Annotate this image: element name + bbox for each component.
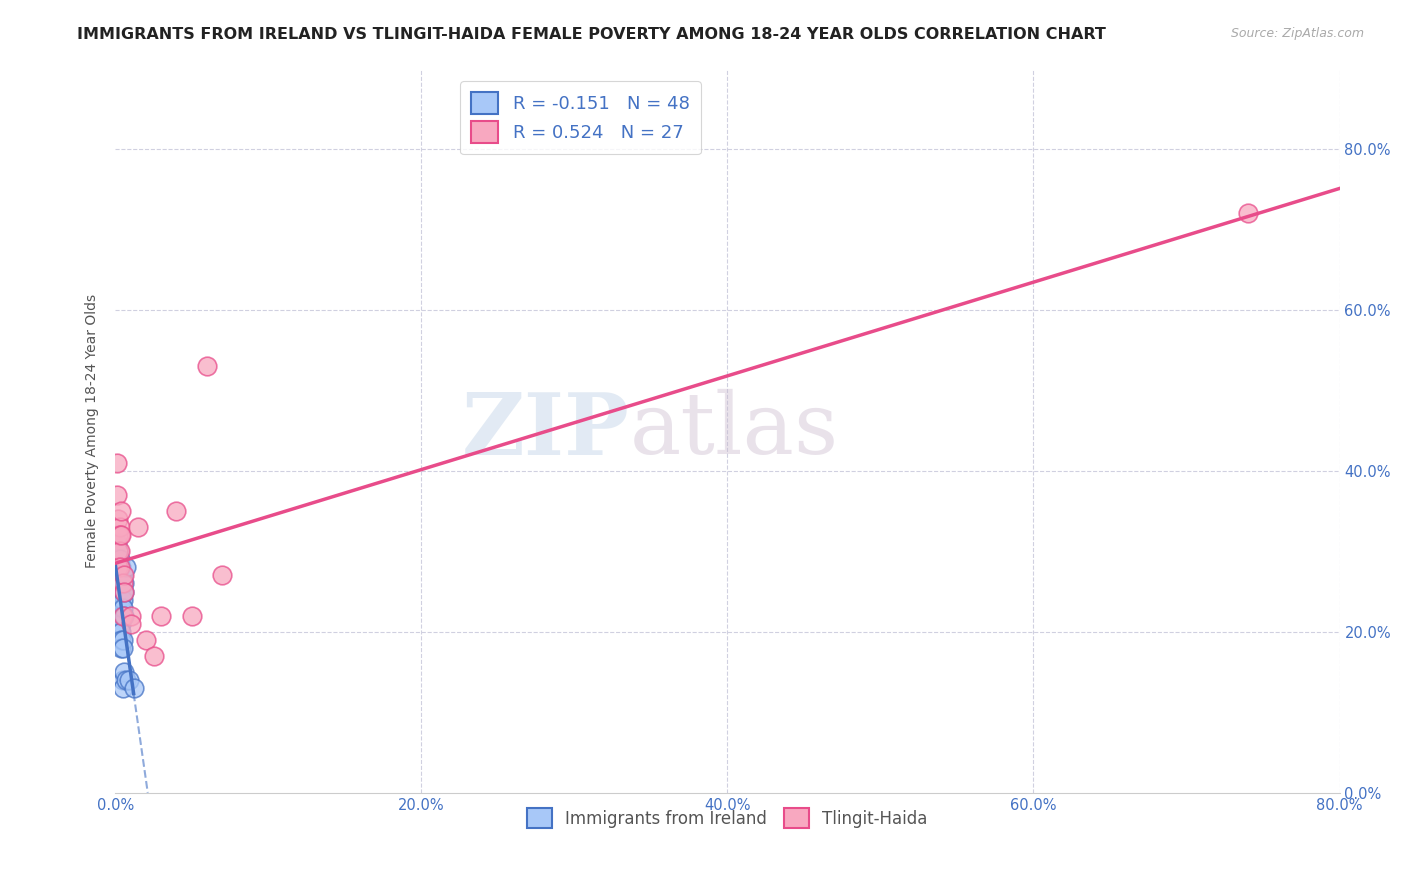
- Point: [105, 552, 128, 566]
- Point: [107, 592, 129, 607]
- Point: [110, 528, 132, 542]
- Y-axis label: Female Poverty Among 18-24 Year Olds: Female Poverty Among 18-24 Year Olds: [86, 293, 100, 567]
- Point: [107, 512, 129, 526]
- Point: [110, 504, 132, 518]
- Point: [108, 528, 131, 542]
- Point: [111, 673, 134, 687]
- Point: [107, 584, 129, 599]
- Text: atlas: atlas: [630, 389, 838, 472]
- Point: [107, 544, 129, 558]
- Point: [108, 520, 131, 534]
- Point: [108, 584, 131, 599]
- Point: [1236, 206, 1258, 220]
- Point: [114, 576, 136, 591]
- Point: [108, 560, 131, 574]
- Point: [110, 584, 132, 599]
- Point: [120, 616, 142, 631]
- Text: Source: ZipAtlas.com: Source: ZipAtlas.com: [1230, 27, 1364, 40]
- Point: [111, 632, 134, 647]
- Point: [111, 600, 134, 615]
- Point: [110, 568, 132, 582]
- Point: [107, 544, 129, 558]
- Point: [110, 632, 132, 647]
- Legend: Immigrants from Ireland, Tlingit-Haida: Immigrants from Ireland, Tlingit-Haida: [520, 801, 935, 835]
- Point: [108, 600, 131, 615]
- Point: [211, 568, 233, 582]
- Point: [105, 456, 128, 470]
- Point: [135, 632, 157, 647]
- Point: [110, 624, 132, 639]
- Point: [118, 673, 141, 687]
- Point: [114, 608, 136, 623]
- Point: [114, 665, 136, 679]
- Point: [111, 576, 134, 591]
- Point: [110, 560, 132, 574]
- Point: [108, 552, 131, 566]
- Point: [105, 488, 128, 502]
- Point: [108, 616, 131, 631]
- Point: [110, 576, 132, 591]
- Point: [105, 584, 128, 599]
- Point: [127, 520, 149, 534]
- Point: [180, 608, 202, 623]
- Point: [108, 608, 131, 623]
- Text: IMMIGRANTS FROM IRELAND VS TLINGIT-HAIDA FEMALE POVERTY AMONG 18-24 YEAR OLDS CO: IMMIGRANTS FROM IRELAND VS TLINGIT-HAIDA…: [77, 27, 1107, 42]
- Point: [111, 640, 134, 655]
- Point: [115, 560, 138, 574]
- Point: [107, 560, 129, 574]
- Point: [107, 528, 129, 542]
- Point: [110, 608, 132, 623]
- Point: [108, 592, 131, 607]
- Point: [115, 673, 138, 687]
- Point: [107, 560, 129, 574]
- Point: [108, 544, 131, 558]
- Point: [166, 504, 188, 518]
- Point: [111, 584, 134, 599]
- Point: [111, 681, 134, 695]
- Point: [120, 608, 142, 623]
- Point: [107, 600, 129, 615]
- Point: [111, 608, 134, 623]
- Point: [122, 681, 145, 695]
- Point: [105, 568, 128, 582]
- Point: [108, 576, 131, 591]
- Point: [107, 576, 129, 591]
- Point: [114, 568, 136, 582]
- Point: [142, 648, 165, 663]
- Point: [150, 608, 173, 623]
- Point: [110, 616, 132, 631]
- Point: [110, 640, 132, 655]
- Point: [105, 536, 128, 550]
- Point: [110, 592, 132, 607]
- Point: [114, 584, 136, 599]
- Point: [110, 600, 132, 615]
- Point: [107, 568, 129, 582]
- Point: [107, 608, 129, 623]
- Text: ZIP: ZIP: [461, 389, 630, 473]
- Point: [114, 584, 136, 599]
- Point: [108, 624, 131, 639]
- Point: [108, 568, 131, 582]
- Point: [111, 592, 134, 607]
- Point: [111, 568, 134, 582]
- Point: [195, 359, 218, 374]
